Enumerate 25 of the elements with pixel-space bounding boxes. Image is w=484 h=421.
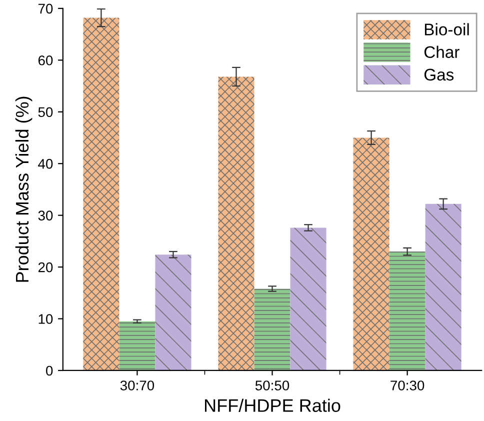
- y-tick-label: 70: [38, 4, 53, 14]
- bar: [119, 321, 156, 370]
- bar: [155, 254, 192, 370]
- bar: [389, 252, 426, 370]
- bar: [83, 18, 120, 370]
- y-tick-label: 30: [38, 210, 53, 220]
- y-tick-label: 0: [46, 366, 53, 376]
- bar: [254, 288, 290, 370]
- y-tick-label: 50: [38, 107, 53, 118]
- bar: [218, 76, 254, 370]
- bar: [290, 228, 326, 370]
- y-tick-label: 40: [38, 158, 53, 169]
- bar: [425, 204, 462, 370]
- y-tick-label: 20: [38, 262, 53, 272]
- legend-label: Bio-oil: [424, 23, 469, 36]
- x-tick-label: 30:70: [120, 380, 154, 390]
- bar: [353, 138, 390, 370]
- y-axis-title: Product Mass Yield (%): [15, 96, 32, 282]
- y-tick-label: 60: [38, 55, 53, 66]
- y-tick-label: 10: [38, 314, 53, 324]
- legend-label: Gas: [424, 68, 454, 81]
- x-tick-label: 70:30: [390, 380, 424, 390]
- legend-label: Char: [424, 46, 460, 58]
- x-axis-title: NFF/HDPE Ratio: [205, 398, 340, 412]
- x-tick-label: 50:50: [255, 380, 290, 390]
